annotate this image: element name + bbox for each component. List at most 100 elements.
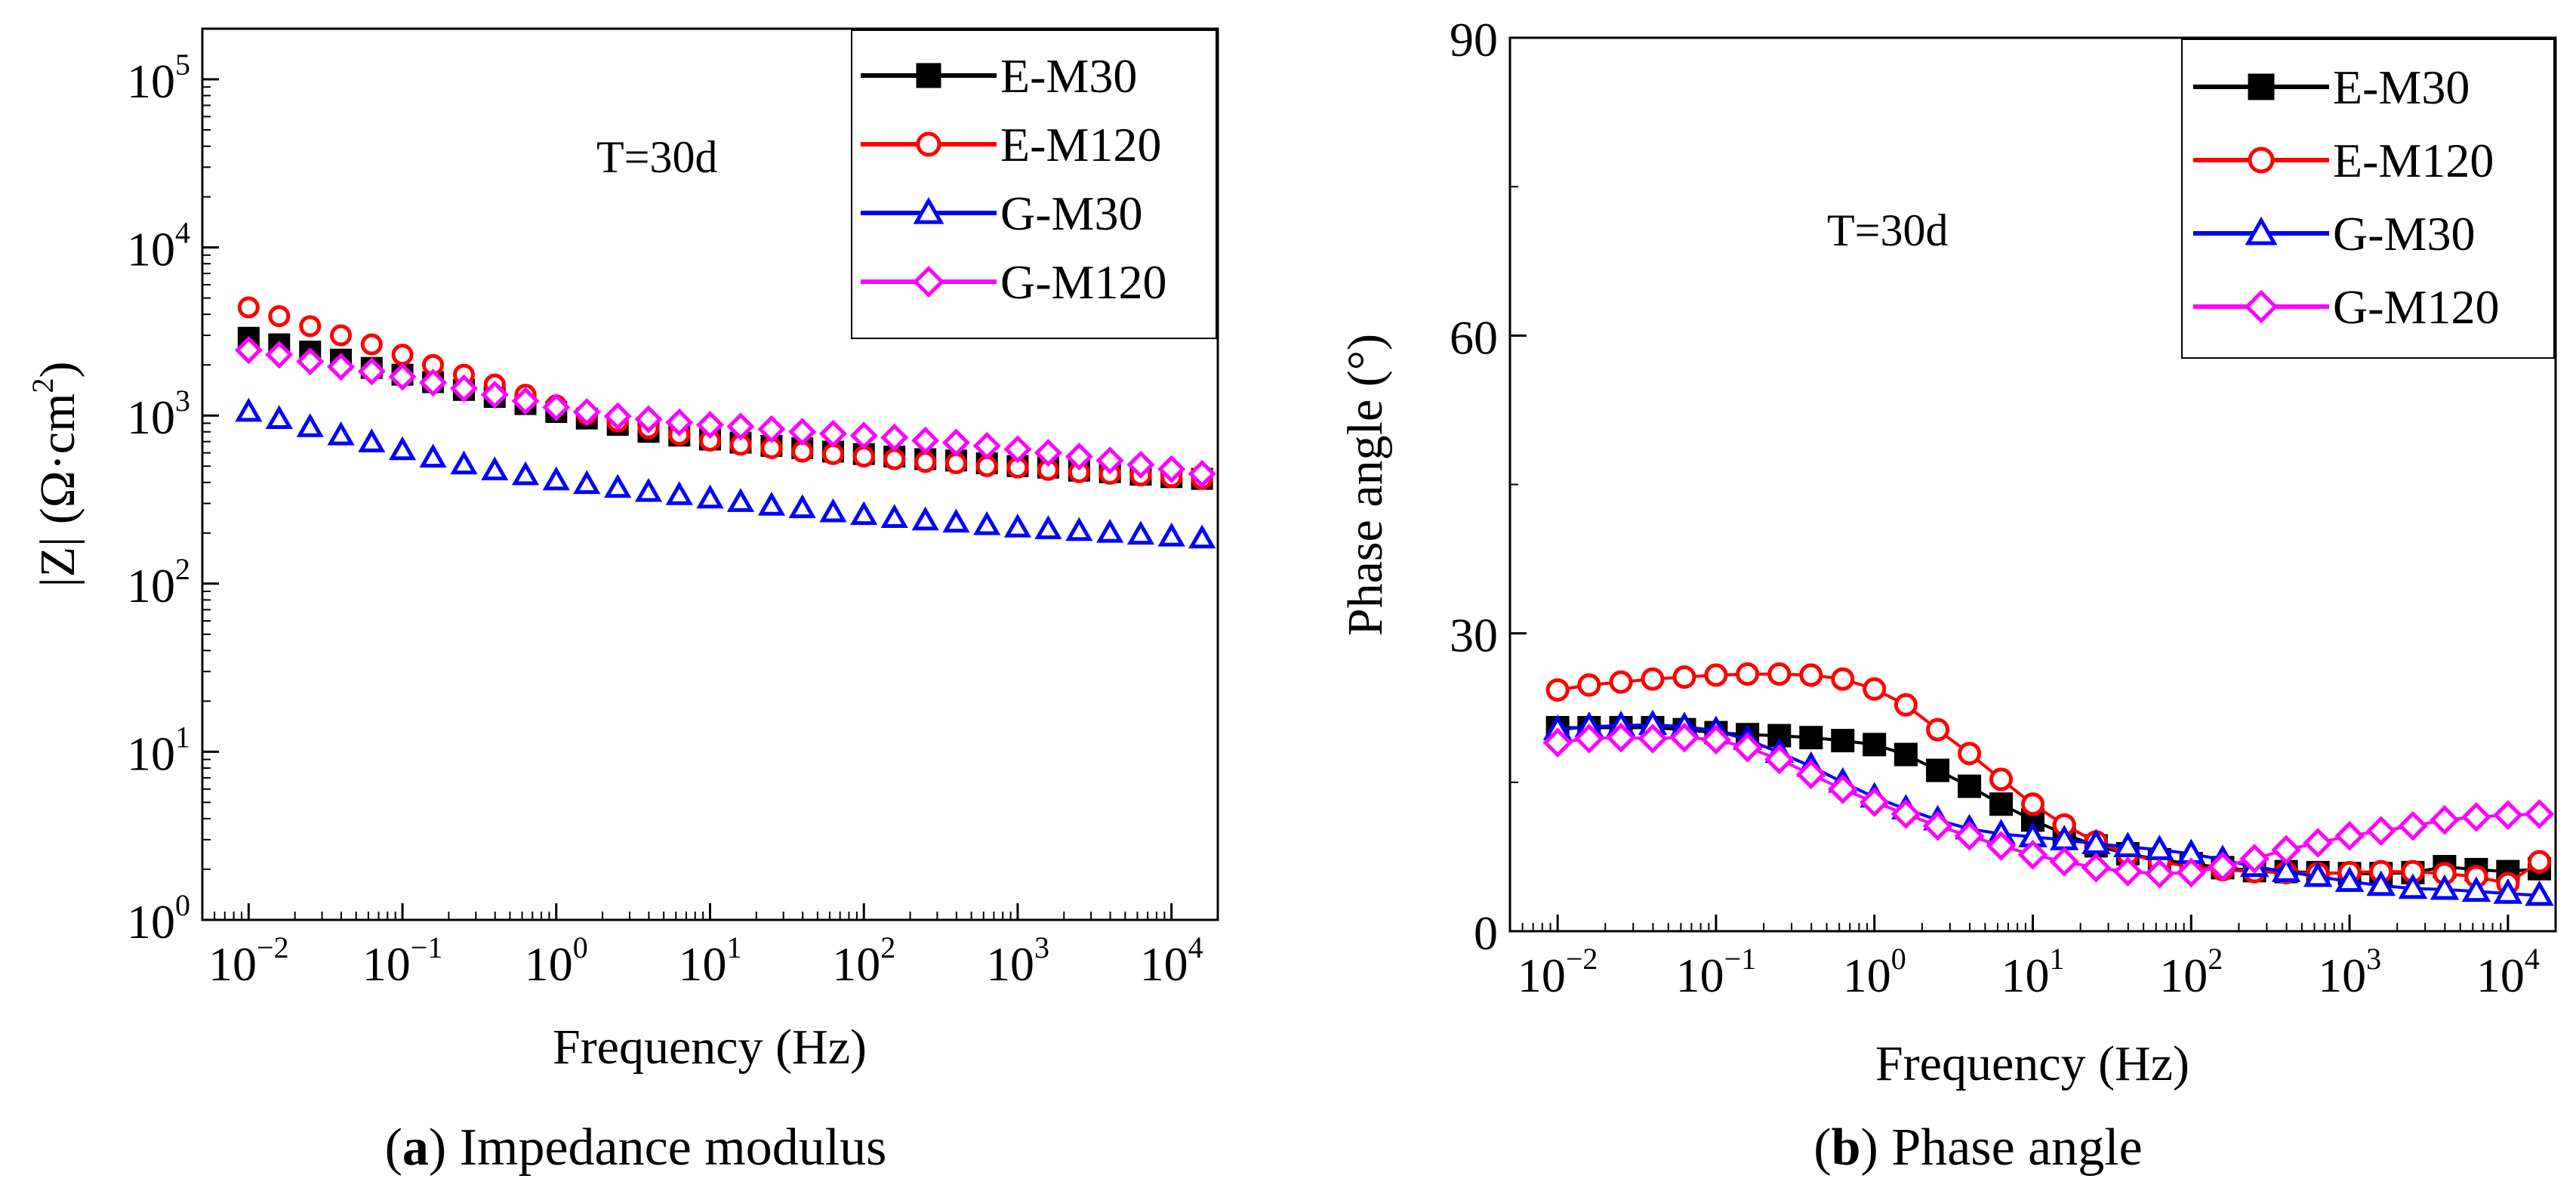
panel-b-x-tick-exp: 3 <box>2366 942 2381 976</box>
panel-a-data-point <box>418 369 448 397</box>
panel-b-data-point <box>1574 724 1604 754</box>
panel-b-data-point <box>1799 663 1823 687</box>
panel-b-x-tick-exp: −2 <box>1566 942 1598 976</box>
panel-b-legend-entry: E-M120 <box>2193 134 2494 187</box>
panel-a-data-point <box>511 461 540 486</box>
panel-b-x-tick-base: 10 <box>1843 949 1891 1002</box>
panel-a-data-point <box>944 452 967 474</box>
panel-a-x-tick-exp: 0 <box>573 930 588 964</box>
panel-b-legend-marker <box>2244 289 2279 324</box>
panel-b-series-line <box>1558 726 2540 875</box>
panel-a-data-point <box>360 333 383 356</box>
panel-a-y-tick-base: 10 <box>127 390 175 444</box>
panel-b-data-point <box>2049 847 2079 877</box>
panel-b-data-point <box>1701 724 1731 755</box>
panel-a-legend-entry: E-M120 <box>861 118 1161 171</box>
panel-a-data-point <box>327 353 356 381</box>
panel-a-data-point <box>849 421 878 450</box>
panel-b-x-tick-label: 100 <box>1843 942 1906 1002</box>
panel-a-x-tick-base: 10 <box>525 937 573 991</box>
panel-a-data-point <box>880 504 908 529</box>
panel-a-legend-marker <box>916 63 941 88</box>
panel-a-x-tick-exp: 3 <box>1034 930 1049 964</box>
panel-a-series-E-M30 <box>237 326 1213 490</box>
panel-a-data-point <box>973 511 1001 535</box>
panel-b-x-tick-exp: 1 <box>2050 942 2065 976</box>
panel-b-data-point <box>2525 880 2554 906</box>
panel-a-data-point <box>603 402 632 430</box>
panel-a-data-point <box>330 324 353 347</box>
panel-a-legend-marker <box>913 196 944 224</box>
panel-b-data-point <box>1989 767 2014 791</box>
panel-a-data-point <box>419 443 447 468</box>
panel-b-x-tick-label: 104 <box>2476 942 2540 1002</box>
panel-a-data-point <box>572 397 601 427</box>
panel-a-data-point <box>542 466 570 491</box>
panel-b-data-point <box>1922 810 1953 841</box>
panel-b-data-point <box>2430 874 2460 900</box>
panel-a-data-point <box>1034 515 1062 539</box>
panel-b-legend-entry: G-M120 <box>2193 280 2499 334</box>
panel-b-data-point <box>2461 876 2491 903</box>
panel-a-data-point <box>1065 517 1093 542</box>
panel-a-y-tick-base: 10 <box>127 559 175 612</box>
panel-a-legend-marker <box>912 265 945 298</box>
panel-a-data-point <box>265 405 293 430</box>
panel-a-data-point <box>268 305 291 328</box>
panel-a-legend-entry: G-M30 <box>861 187 1142 240</box>
panel-b-legend-label: G-M120 <box>2333 280 2499 334</box>
panel-b-data-point <box>1893 742 1918 767</box>
panel-a-data-point <box>972 431 1001 460</box>
panel-a-data-point <box>573 470 601 495</box>
panel-a-y-tick-label: 105 <box>127 48 190 108</box>
panel-b-y-tick-label: 30 <box>1450 609 1498 662</box>
panel-a-x-tick-exp: 4 <box>1188 930 1203 964</box>
panel-b-x-tick-exp: 0 <box>1891 942 1906 976</box>
panel-a-data-point <box>604 474 632 498</box>
panel-a-legend-label: G-M30 <box>1000 187 1142 240</box>
panel-a-data-point <box>821 443 844 465</box>
panel-b-data-point <box>2021 792 2044 816</box>
panel-a-x-tick-exp: 1 <box>727 930 742 964</box>
panel-b-series-G-M30 <box>1542 709 2554 906</box>
panel-a-y-tick-label: 100 <box>127 888 190 949</box>
panel-a-legend: E-M30 E-M120 G-M30 G-M120 <box>851 29 1217 339</box>
panel-b-legend-entry: E-M30 <box>2193 60 2470 114</box>
panel-b-legend-label: E-M120 <box>2333 134 2494 187</box>
panel-b-x-tick-label: 10−1 <box>1676 942 1757 1002</box>
panel-a-x-axis-title: Frequency (Hz) <box>553 1020 867 1075</box>
panel-a-data-point <box>1126 520 1155 545</box>
panel-a-legend-label: E-M30 <box>1000 49 1137 103</box>
panel-b-x-tick-label: 103 <box>2318 942 2381 1002</box>
panel-b-y-tick-label: 90 <box>1450 13 1498 66</box>
panel-b-data-point <box>2271 856 2301 882</box>
panel-b-data-point <box>2366 870 2396 896</box>
panel-a-data-point <box>1188 459 1216 488</box>
panel-a-data-point <box>818 419 848 448</box>
panel-b-data-point <box>1732 733 1763 763</box>
panel-a-series-G-M30 <box>235 397 1216 549</box>
panel-b-series-line <box>1557 736 2540 875</box>
panel-a-x-tick-base: 10 <box>362 937 411 991</box>
panel-b-x-tick-label: 10−2 <box>1518 942 1598 1002</box>
panel-b-legend-marker <box>2248 147 2275 174</box>
panel-a-y-tick-label: 102 <box>127 552 190 612</box>
panel-b-x-tick-base: 10 <box>2476 949 2525 1002</box>
panel-a-data-point <box>1157 522 1185 547</box>
panel-a-data-point <box>665 481 693 505</box>
panel-a-data-point <box>634 405 663 434</box>
panel-a-data-point <box>757 415 786 443</box>
panel-a: 10−2 10−1 100 101 102 103 10410010110210310410… <box>26 27 1219 1177</box>
panel-b-y-tick-label: 60 <box>1450 310 1498 364</box>
panel-a-y-tick-exp: 2 <box>175 552 190 586</box>
panel-b-data-point <box>2081 828 2111 855</box>
panel-b-data-point <box>1795 759 1826 790</box>
panel-a-data-point <box>880 423 909 452</box>
panel-a-data-point <box>665 408 694 437</box>
panel-b-data-point <box>2239 844 2269 874</box>
panel-a-data-point <box>941 428 970 457</box>
panel-a-y-tick-exp: 5 <box>175 48 190 82</box>
